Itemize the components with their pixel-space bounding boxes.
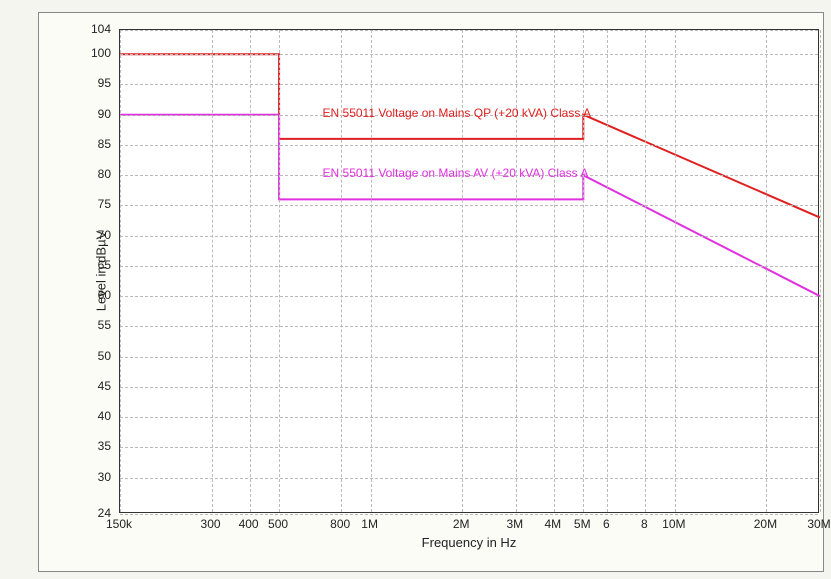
grid-line-v: [120, 30, 121, 512]
x-tick-label: 8: [641, 517, 648, 531]
grid-line-h: [120, 145, 818, 146]
x-tick-label: 400: [239, 517, 259, 531]
plot-area: [119, 29, 819, 513]
grid-line-h: [120, 417, 818, 418]
x-tick-label: 2M: [453, 517, 470, 531]
grid-line-v: [820, 30, 821, 512]
grid-line-v: [250, 30, 251, 512]
grid-line-v: [554, 30, 555, 512]
grid-line-h: [120, 236, 818, 237]
x-tick-label: 4M: [544, 517, 561, 531]
x-tick-label: 5M: [574, 517, 591, 531]
x-tick-label: 3M: [506, 517, 523, 531]
y-tick-label: 95: [98, 76, 111, 90]
grid-line-v: [279, 30, 280, 512]
y-tick-label: 104: [91, 22, 111, 36]
grid-line-v: [212, 30, 213, 512]
y-tick-label: 90: [98, 107, 111, 121]
x-tick-label: 300: [201, 517, 221, 531]
y-tick-label: 65: [98, 258, 111, 272]
x-tick-label: 20M: [754, 517, 777, 531]
grid-line-v: [371, 30, 372, 512]
y-tick-label: 70: [98, 228, 111, 242]
x-axis-label: Frequency in Hz: [422, 535, 517, 550]
y-tick-label: 35: [98, 439, 111, 453]
grid-line-v: [341, 30, 342, 512]
x-tick-label: 30M: [807, 517, 830, 531]
grid-line-h: [120, 387, 818, 388]
y-tick-label: 55: [98, 318, 111, 332]
grid-line-h: [120, 84, 818, 85]
y-tick-label: 100: [91, 46, 111, 60]
grid-line-h: [120, 514, 818, 515]
grid-line-v: [675, 30, 676, 512]
x-tick-label: 800: [330, 517, 350, 531]
grid-line-v: [462, 30, 463, 512]
y-tick-label: 24: [98, 506, 111, 520]
grid-line-h: [120, 54, 818, 55]
x-tick-label: 6: [603, 517, 610, 531]
grid-line-v: [516, 30, 517, 512]
y-tick-label: 50: [98, 349, 111, 363]
series-layer: [120, 30, 820, 514]
y-tick-label: 75: [98, 197, 111, 211]
x-tick-label: 1M: [361, 517, 378, 531]
grid-line-v: [583, 30, 584, 512]
y-tick-label: 30: [98, 470, 111, 484]
y-tick-label: 45: [98, 379, 111, 393]
chart-frame: Level in dBµV Frequency in Hz 150k300400…: [38, 12, 824, 572]
x-tick-label: 10M: [662, 517, 685, 531]
grid-line-h: [120, 447, 818, 448]
grid-line-v: [607, 30, 608, 512]
series-label-qp: EN 55011 Voltage on Mains QP (+20 kVA) C…: [323, 106, 591, 120]
grid-line-h: [120, 478, 818, 479]
grid-line-h: [120, 296, 818, 297]
grid-line-h: [120, 326, 818, 327]
series-qp: [120, 54, 820, 217]
grid-line-h: [120, 205, 818, 206]
y-tick-label: 85: [98, 137, 111, 151]
series-label-av: EN 55011 Voltage on Mains AV (+20 kVA) C…: [323, 166, 589, 180]
grid-line-h: [120, 357, 818, 358]
y-tick-label: 80: [98, 167, 111, 181]
grid-line-h: [120, 30, 818, 31]
y-tick-label: 40: [98, 409, 111, 423]
x-tick-label: 500: [268, 517, 288, 531]
grid-line-v: [766, 30, 767, 512]
y-tick-label: 60: [98, 288, 111, 302]
grid-line-h: [120, 266, 818, 267]
grid-line-v: [645, 30, 646, 512]
